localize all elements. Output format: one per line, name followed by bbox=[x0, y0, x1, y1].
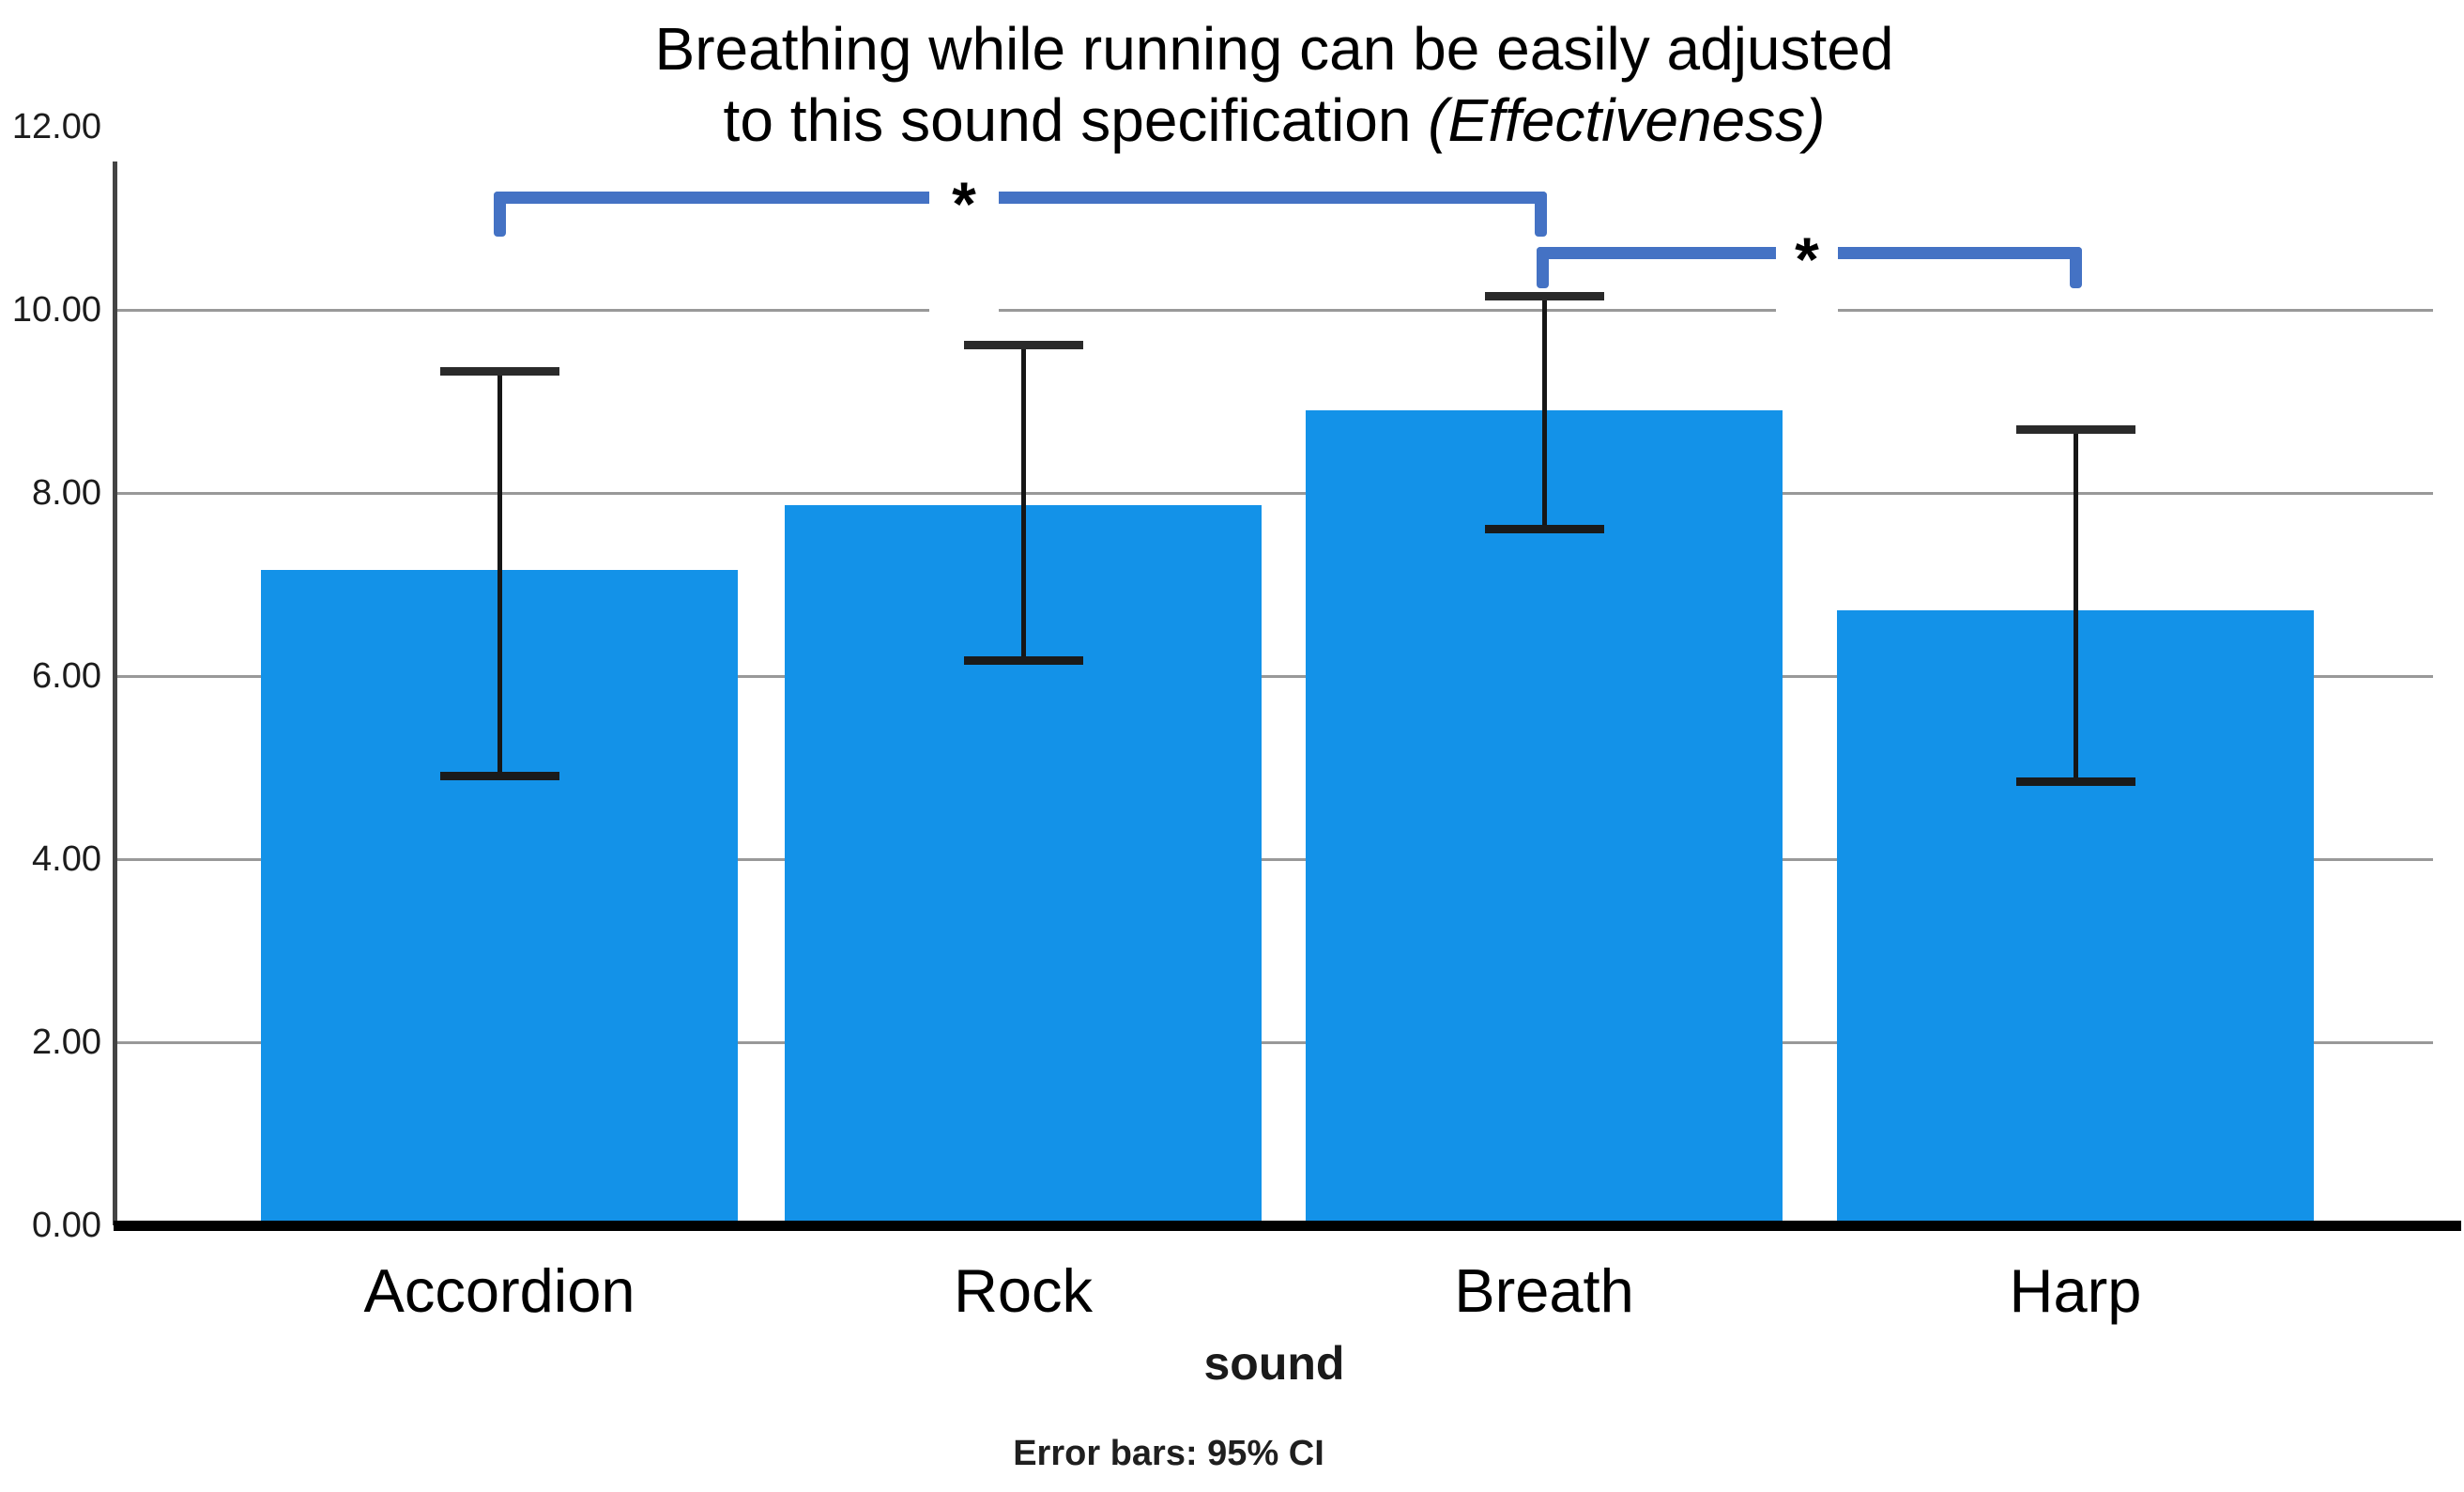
gridline bbox=[115, 491, 2433, 495]
significance-label-box bbox=[929, 148, 999, 325]
error-bar-cap-top bbox=[963, 340, 1083, 349]
x-axis-line bbox=[114, 1221, 2461, 1231]
bar bbox=[1306, 410, 1783, 1225]
chart-title: Breathing while running can be easily ad… bbox=[115, 13, 2433, 156]
chart-title-line2: to this sound specification (Effectivene… bbox=[115, 85, 2433, 156]
error-bar-cap-bottom bbox=[439, 771, 559, 780]
y-tick-label: 6.00 bbox=[32, 656, 101, 696]
significance-bracket-hook-right bbox=[2069, 247, 2082, 288]
significance-bracket-line bbox=[493, 192, 1547, 204]
significance-bracket-hook-left bbox=[1536, 247, 1549, 288]
chart-title-line2-text: to this sound specification bbox=[723, 86, 1429, 154]
error-bar-cap-top bbox=[439, 366, 559, 376]
gridline bbox=[115, 1040, 2433, 1044]
significance-asterisk: * bbox=[1795, 224, 1819, 294]
significance-label-box bbox=[1776, 203, 1838, 325]
significance-bracket-hook-left bbox=[493, 192, 506, 237]
y-tick-label: 4.00 bbox=[32, 839, 101, 879]
y-tick-label: 2.00 bbox=[32, 1023, 101, 1062]
error-bar-stem bbox=[497, 371, 502, 777]
y-tick-label: 12.00 bbox=[11, 107, 101, 146]
x-tick-label: Rock bbox=[953, 1256, 1094, 1325]
gridline bbox=[115, 308, 2433, 312]
error-bar-cap-top bbox=[1484, 291, 1604, 300]
x-tick-label: Accordion bbox=[363, 1256, 635, 1325]
x-axis-title: sound bbox=[1203, 1337, 1345, 1390]
error-bar-stem bbox=[1020, 345, 1026, 661]
error-bar-cap-top bbox=[2015, 425, 2135, 435]
chart-title-line1: Breathing while running can be easily ad… bbox=[654, 15, 1894, 83]
x-tick-label: Harp bbox=[2009, 1256, 2142, 1325]
gridline bbox=[115, 857, 2433, 861]
error-bar-cap-bottom bbox=[2015, 777, 2135, 786]
significance-asterisk: * bbox=[952, 169, 976, 238]
x-tick-label: Breath bbox=[1454, 1256, 1634, 1325]
gridline bbox=[115, 674, 2433, 678]
error-bars-footnote: Error bars: 95% CI bbox=[1013, 1434, 1324, 1473]
error-bar-stem bbox=[1541, 296, 1547, 530]
error-bar-cap-bottom bbox=[1484, 524, 1604, 533]
y-tick-label: 0.00 bbox=[32, 1206, 101, 1245]
error-bar-cap-bottom bbox=[963, 655, 1083, 665]
error-bar-stem bbox=[2073, 429, 2078, 782]
y-tick-label: 10.00 bbox=[11, 290, 101, 330]
chart-title-effectiveness: (Effectiveness) bbox=[1428, 86, 1826, 154]
significance-bracket-hook-right bbox=[1534, 192, 1547, 237]
y-axis-line bbox=[113, 162, 117, 1225]
y-tick-label: 8.00 bbox=[32, 473, 101, 513]
